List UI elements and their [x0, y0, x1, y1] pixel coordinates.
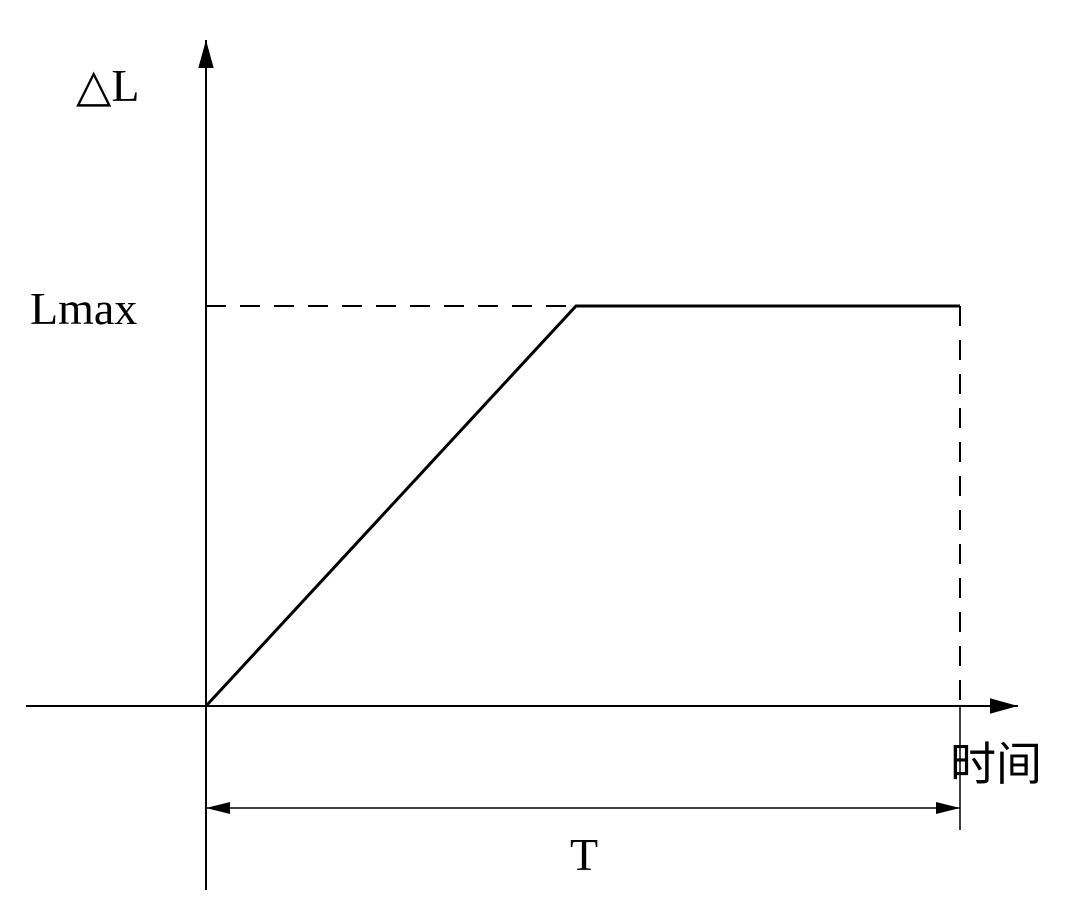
chart-svg	[0, 0, 1084, 910]
x-axis-label: 时间	[950, 728, 1042, 794]
chart-container: △L Lmax 时间 T	[0, 0, 1084, 910]
y-axis-label: △L	[76, 58, 139, 112]
t-label: T	[570, 828, 598, 881]
lmax-label: Lmax	[30, 282, 137, 335]
